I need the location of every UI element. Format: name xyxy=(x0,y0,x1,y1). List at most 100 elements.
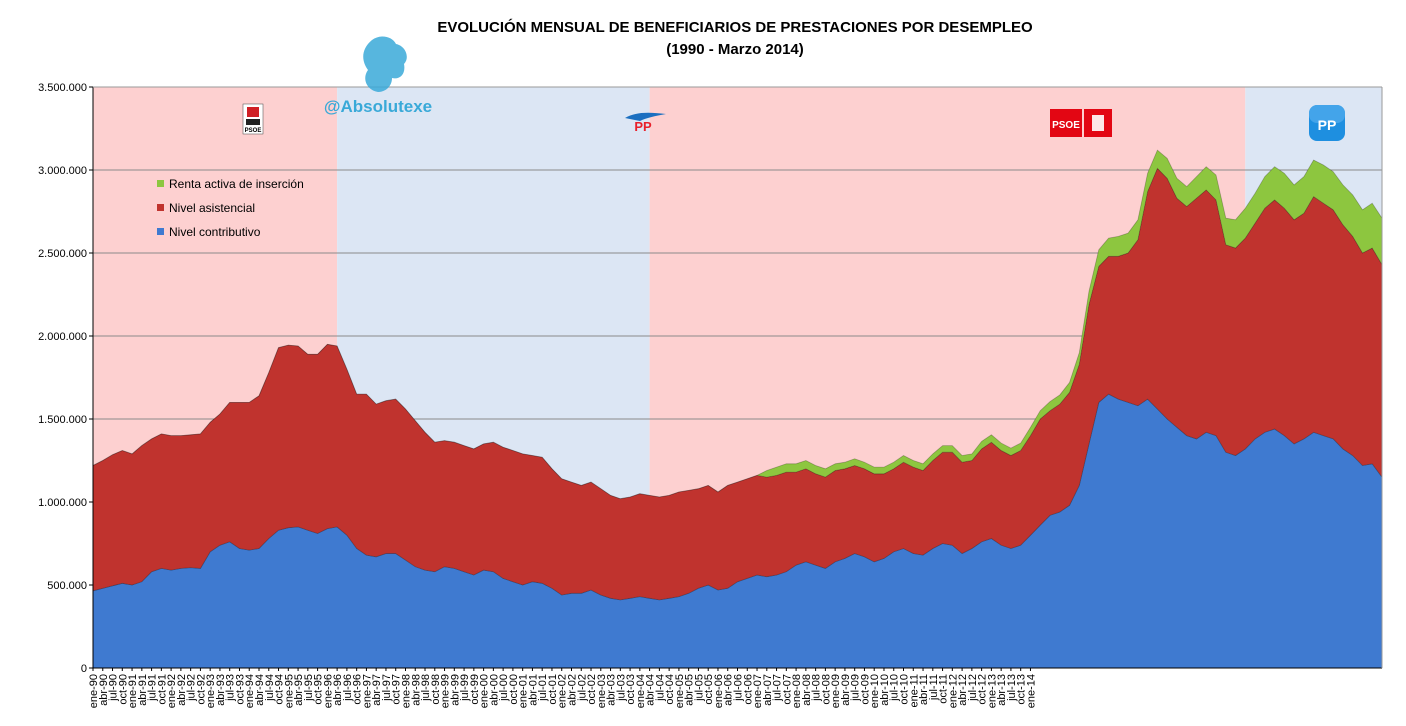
x-tick-label: jul-12 xyxy=(967,674,979,702)
x-tick-label: ene-12 xyxy=(947,674,959,708)
x-tick-label: ene-06 xyxy=(713,674,725,708)
svg-text:PP: PP xyxy=(634,119,652,134)
x-tick-label: jul-09 xyxy=(850,674,862,702)
x-tick-label: ene-05 xyxy=(674,674,686,708)
x-tick-label: oct-12 xyxy=(977,674,989,705)
legend: Renta activa de inserción Nivel asistenci… xyxy=(157,177,304,239)
x-tick-label: ene-95 xyxy=(283,674,295,708)
x-tick-label: jul-10 xyxy=(889,674,901,702)
x-tick-label: oct-91 xyxy=(156,674,168,705)
x-tick-label: ene-98 xyxy=(400,674,412,708)
x-tick-label: abr-08 xyxy=(801,674,813,706)
x-tick-label: abr-06 xyxy=(723,674,735,706)
x-tick-label: ene-10 xyxy=(869,674,881,708)
x-tick-label: ene-97 xyxy=(361,674,373,708)
x-tick-label: abr-96 xyxy=(332,674,344,706)
x-tick-label: abr-11 xyxy=(918,674,930,705)
x-tick-label: abr-94 xyxy=(254,674,266,706)
x-tick-label: jul-06 xyxy=(733,674,745,702)
x-tick-label: oct-04 xyxy=(664,674,676,705)
x-tick-label: abr-12 xyxy=(957,674,969,706)
x-tick-label: jul-91 xyxy=(147,674,159,702)
x-tick-label: abr-01 xyxy=(527,674,539,706)
x-tick-label: ene-11 xyxy=(908,674,920,707)
legend-label: Nivel contributivo xyxy=(169,225,261,239)
x-tick-label: jul-95 xyxy=(303,674,315,702)
x-tick-label: oct-07 xyxy=(781,674,793,705)
x-tick-label: ene-00 xyxy=(479,674,491,708)
x-tick-label: abr-91 xyxy=(137,674,149,706)
x-tick-label: jul-98 xyxy=(420,674,432,702)
chart-subtitle: (1990 - Marzo 2014) xyxy=(666,41,804,58)
x-tick-label: jul-08 xyxy=(811,674,823,702)
watermark-logo: @Absolutexe xyxy=(324,36,432,116)
x-tick-label: jul-92 xyxy=(186,674,198,702)
x-tick-label: jul-13 xyxy=(1006,674,1018,702)
x-tick-label: ene-93 xyxy=(205,674,217,708)
y-tick-label: 1.000.000 xyxy=(38,497,87,509)
x-tick-label: oct-92 xyxy=(195,674,207,705)
x-tick-label: ene-02 xyxy=(557,674,569,708)
seagull-icon xyxy=(625,112,666,121)
x-tick-label: jul-07 xyxy=(772,674,784,702)
psoe-logo-2: PSOE xyxy=(1050,109,1112,137)
svg-text:PSOE: PSOE xyxy=(245,128,262,134)
x-axis-ticks: ene-90abr-90jul-90oct-90ene-91abr-91jul-… xyxy=(88,668,1037,708)
x-tick-label: abr-02 xyxy=(566,674,578,706)
x-tick-label: oct-10 xyxy=(899,674,911,705)
x-tick-label: abr-90 xyxy=(98,674,110,706)
x-tick-label: oct-05 xyxy=(703,674,715,705)
x-tick-label: abr-05 xyxy=(684,674,696,706)
y-tick-label: 3.000.000 xyxy=(38,165,87,177)
x-tick-label: jul-00 xyxy=(498,674,510,702)
x-tick-label: oct-08 xyxy=(820,674,832,705)
x-tick-label: abr-00 xyxy=(488,674,500,706)
legend-swatch xyxy=(157,180,164,187)
svg-text:PSOE: PSOE xyxy=(1052,120,1080,131)
x-tick-label: jul-05 xyxy=(693,674,705,702)
x-tick-label: oct-96 xyxy=(352,674,364,705)
x-tick-label: jul-02 xyxy=(576,674,588,702)
y-tick-label: 1.500.000 xyxy=(38,414,87,426)
griffin-icon xyxy=(363,36,407,92)
x-tick-label: abr-10 xyxy=(879,674,891,706)
x-tick-label: oct-93 xyxy=(234,674,246,705)
x-tick-label: abr-95 xyxy=(293,674,305,706)
chart-title: EVOLUCIÓN MENSUAL DE BENEFICIARIOS DE PR… xyxy=(437,18,1033,36)
x-tick-label: ene-99 xyxy=(440,674,452,708)
legend-swatch xyxy=(157,228,164,235)
x-tick-label: oct-94 xyxy=(274,674,286,705)
x-tick-label: abr-97 xyxy=(371,674,383,706)
y-tick-label: 500.000 xyxy=(47,580,87,592)
x-tick-label: oct-02 xyxy=(586,674,598,705)
x-tick-label: oct-95 xyxy=(313,674,325,705)
rose-icon xyxy=(1092,115,1104,131)
x-tick-label: ene-96 xyxy=(322,674,334,708)
x-tick-label: ene-13 xyxy=(986,674,998,708)
x-tick-label: abr-07 xyxy=(762,674,774,706)
x-tick-label: abr-93 xyxy=(215,674,227,706)
x-tick-label: jul-11 xyxy=(928,674,940,701)
x-tick-label: ene-09 xyxy=(830,674,842,708)
x-tick-label: ene-92 xyxy=(166,674,178,708)
y-tick-label: 2.000.000 xyxy=(38,331,87,343)
x-tick-label: oct-01 xyxy=(547,674,559,705)
x-tick-label: jul-90 xyxy=(108,674,120,702)
x-tick-label: jul-97 xyxy=(381,674,393,702)
x-tick-label: jul-01 xyxy=(537,674,549,702)
x-tick-label: abr-03 xyxy=(606,674,618,706)
x-tick-label: abr-98 xyxy=(410,674,422,706)
x-tick-label: oct-11 xyxy=(938,674,950,704)
x-tick-label: ene-07 xyxy=(752,674,764,708)
x-tick-label: abr-09 xyxy=(840,674,852,706)
y-tick-label: 3.500.000 xyxy=(38,82,87,94)
y-tick-label: 0 xyxy=(81,663,87,675)
legend-swatch xyxy=(157,204,164,211)
pp-logo-2: PP xyxy=(1309,105,1345,141)
x-tick-label: abr-99 xyxy=(449,674,461,706)
x-tick-label: ene-04 xyxy=(635,674,647,708)
rose-icon xyxy=(247,107,259,117)
x-tick-label: oct-97 xyxy=(391,674,403,705)
x-tick-label: ene-94 xyxy=(244,674,256,708)
